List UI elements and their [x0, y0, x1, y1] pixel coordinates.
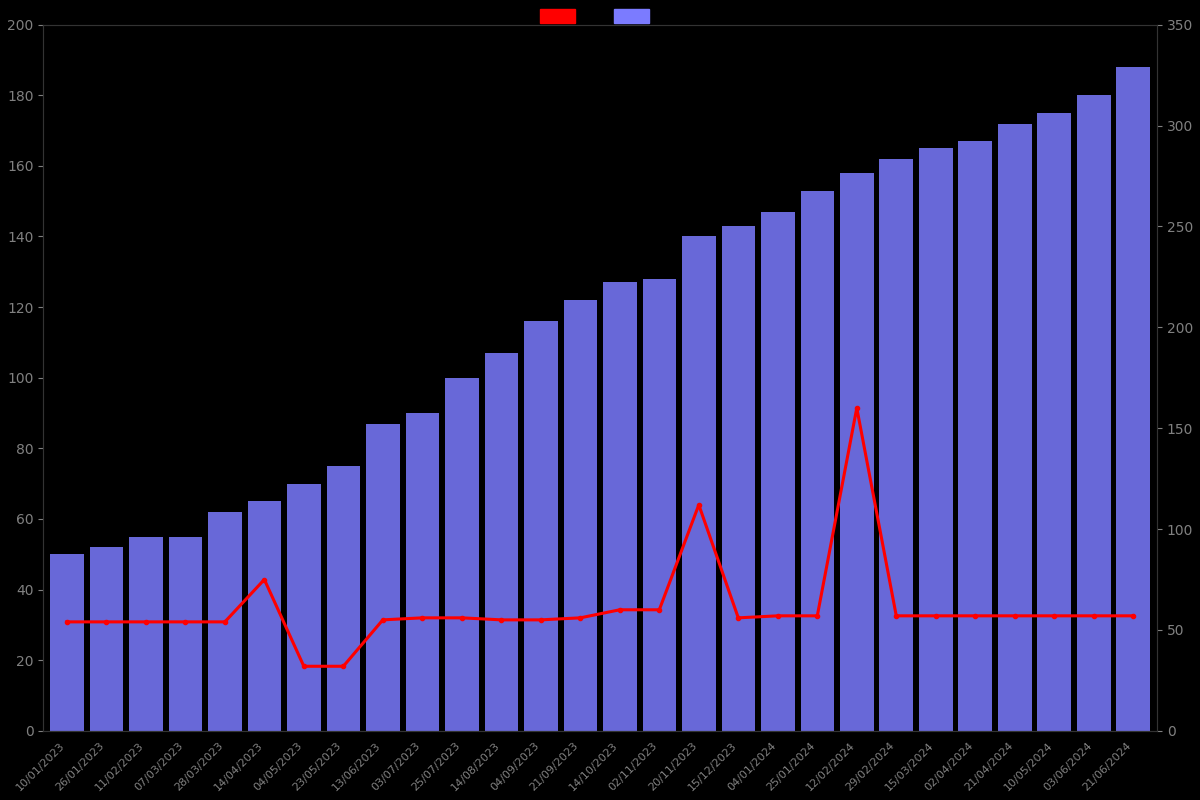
- Bar: [208, 512, 241, 731]
- Bar: [564, 300, 598, 731]
- Bar: [1038, 113, 1072, 731]
- Bar: [1116, 67, 1150, 731]
- Bar: [959, 141, 992, 731]
- Bar: [326, 466, 360, 731]
- Bar: [604, 282, 636, 731]
- Bar: [247, 502, 281, 731]
- Bar: [919, 148, 953, 731]
- Bar: [366, 424, 400, 731]
- Bar: [800, 190, 834, 731]
- Bar: [445, 378, 479, 731]
- Bar: [761, 212, 794, 731]
- Bar: [287, 484, 320, 731]
- Bar: [998, 123, 1032, 731]
- Bar: [1076, 95, 1110, 731]
- Bar: [721, 226, 755, 731]
- Bar: [642, 279, 676, 731]
- Bar: [485, 353, 518, 731]
- Bar: [168, 537, 202, 731]
- Bar: [524, 322, 558, 731]
- Bar: [130, 537, 163, 731]
- Bar: [50, 554, 84, 731]
- Bar: [406, 413, 439, 731]
- Bar: [682, 237, 715, 731]
- Bar: [840, 173, 874, 731]
- Legend: , : ,: [535, 3, 665, 30]
- Bar: [880, 159, 913, 731]
- Bar: [90, 547, 124, 731]
